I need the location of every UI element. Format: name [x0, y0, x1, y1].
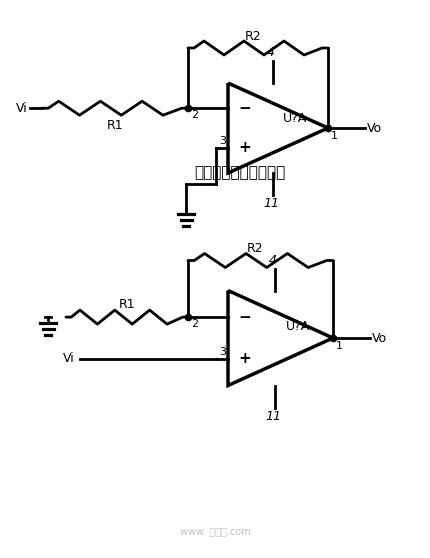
Text: 运算放大器－反相输入: 运算放大器－反相输入: [194, 165, 286, 180]
Text: 4: 4: [267, 46, 275, 59]
Text: U?A: U?A: [286, 320, 310, 333]
Text: Vo: Vo: [367, 122, 382, 134]
Text: +: +: [238, 352, 251, 367]
Text: Vi: Vi: [16, 102, 28, 115]
Text: 3: 3: [219, 347, 226, 357]
Text: Vo: Vo: [372, 331, 387, 344]
Text: +: +: [238, 140, 251, 155]
Text: −: −: [238, 310, 251, 325]
Text: R1: R1: [119, 298, 135, 311]
Text: 11: 11: [263, 197, 279, 210]
Text: 3: 3: [219, 136, 226, 146]
Text: www. 技线图.com: www. 技线图.com: [180, 526, 250, 536]
Text: U?A: U?A: [283, 112, 307, 124]
Text: R2: R2: [247, 243, 264, 256]
Text: R1: R1: [107, 119, 123, 132]
Text: 2: 2: [191, 319, 198, 329]
Text: 11: 11: [265, 410, 281, 422]
Text: 1: 1: [336, 341, 343, 351]
Text: Vi: Vi: [63, 353, 75, 365]
Text: 4: 4: [269, 253, 277, 267]
Text: 1: 1: [331, 131, 338, 141]
Text: 2: 2: [191, 110, 198, 120]
Text: −: −: [238, 100, 251, 116]
Text: R2: R2: [245, 30, 261, 43]
